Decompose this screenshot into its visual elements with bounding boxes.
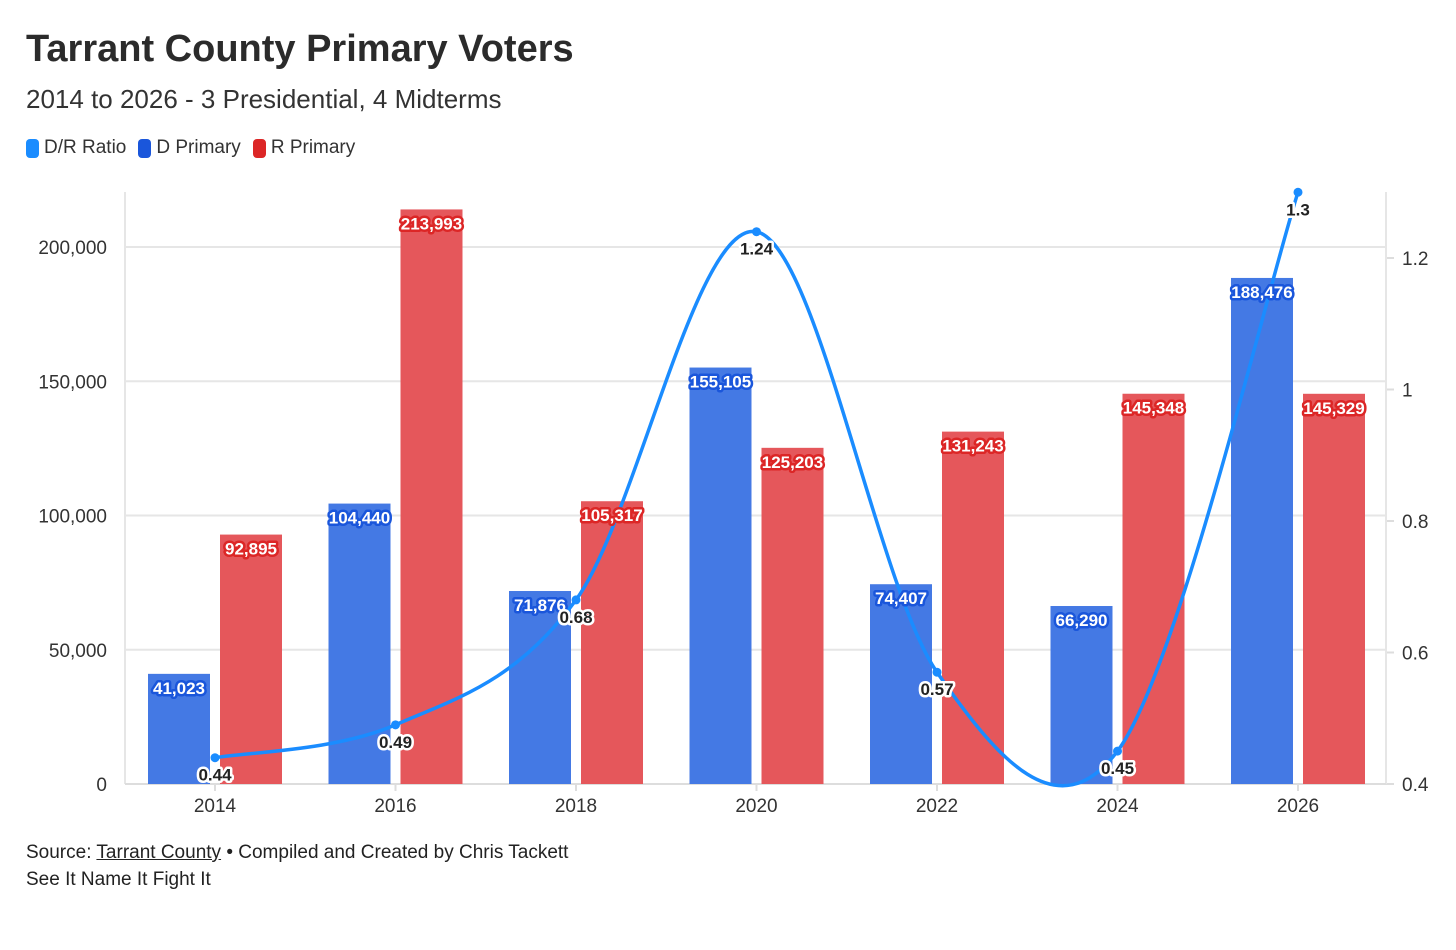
legend-label-d: D Primary <box>156 137 241 158</box>
x-tick-label: 2016 <box>374 796 416 817</box>
ratio-label: 0.57 <box>920 680 953 699</box>
legend-swatch-r <box>252 138 266 158</box>
ratio-point <box>210 753 220 763</box>
legend: D/R Ratio D Primary R Primary <box>26 137 355 159</box>
bar-label-r-primary: 145,348 <box>1123 399 1184 418</box>
legend-label-ratio: D/R Ratio <box>44 137 127 158</box>
legend-item-ratio[interactable]: D/R Ratio <box>26 137 126 159</box>
bar-r-primary <box>942 431 1004 784</box>
ratio-label: 1.3 <box>1286 200 1310 219</box>
x-tick-label: 2022 <box>916 796 958 817</box>
bar-label-d-primary: 71,876 <box>514 596 566 615</box>
bar-label-d-primary: 155,105 <box>690 373 751 392</box>
ratio-point <box>391 720 400 730</box>
legend-swatch-ratio <box>26 138 39 158</box>
bar-label-r-primary: 131,243 <box>942 437 1003 456</box>
bar-label-r-primary: 92,895 <box>225 540 277 559</box>
right-tick-label: 0.8 <box>1402 512 1428 533</box>
ratio-label: 0.45 <box>1101 759 1134 778</box>
left-tick-label: 50,000 <box>49 641 107 662</box>
bar-label-d-primary: 188,476 <box>1231 283 1292 302</box>
right-tick-label: 1 <box>1402 381 1413 402</box>
chart-title: Tarrant County Primary Voters <box>26 28 574 70</box>
bar-r-primary <box>220 534 282 784</box>
bar-label-d-primary: 104,440 <box>329 509 390 528</box>
legend-swatch-d <box>138 138 152 158</box>
chart-subtitle: 2014 to 2026 - 3 Presidential, 4 Midterm… <box>26 84 502 114</box>
source-suffix: • Compiled and Created by Chris Tackett <box>221 842 569 863</box>
bar-label-d-primary: 66,290 <box>1056 611 1108 630</box>
ratio-point <box>1293 187 1303 197</box>
bar-r-primary <box>400 209 463 784</box>
x-tick-label: 2020 <box>735 796 777 817</box>
ratio-point <box>1113 746 1122 756</box>
bar-r-primary <box>1122 393 1185 784</box>
left-tick-label: 0 <box>96 775 107 796</box>
bar-r-primary <box>1303 393 1365 784</box>
x-tick-label: 2014 <box>194 796 237 817</box>
ratio-label: 1.24 <box>740 240 774 259</box>
bar-d-primary <box>148 673 210 784</box>
bar-d-primary <box>509 591 571 784</box>
source-prefix: Source: <box>26 842 97 863</box>
bar-label-d-primary: 74,407 <box>875 589 927 608</box>
bar-d-primary <box>1050 606 1113 784</box>
ratio-point <box>752 227 761 237</box>
legend-label-r: R Primary <box>270 137 356 158</box>
bar-label-r-primary: 145,329 <box>1303 399 1364 418</box>
tagline: See It Name It Fight It <box>26 869 211 890</box>
ratio-point <box>932 667 942 677</box>
ratio-point <box>571 595 581 605</box>
ratio-label: 0.44 <box>198 766 232 785</box>
bar-label-r-primary: 213,993 <box>401 214 462 233</box>
legend-item-r-primary[interactable]: R Primary <box>252 137 356 159</box>
bar-d-primary <box>689 367 752 784</box>
bar-d-primary <box>870 584 932 784</box>
x-tick-label: 2024 <box>1096 796 1139 817</box>
x-tick-label: 2018 <box>555 796 597 817</box>
right-tick-label: 1.2 <box>1402 249 1428 270</box>
bar-label-d-primary: 41,023 <box>153 679 205 698</box>
source-line: Source: Tarrant County • Compiled and Cr… <box>26 842 568 864</box>
bar-d-primary <box>1231 277 1293 784</box>
bar-label-r-primary: 105,317 <box>581 506 642 525</box>
bar-label-r-primary: 125,203 <box>762 453 823 472</box>
legend-item-d-primary[interactable]: D Primary <box>138 137 241 159</box>
bar-r-primary <box>581 501 643 784</box>
ratio-label: 0.49 <box>379 733 412 752</box>
bar-r-primary <box>761 447 824 784</box>
left-tick-label: 150,000 <box>38 372 107 393</box>
ratio-line <box>214 191 1300 788</box>
source-link[interactable]: Tarrant County <box>96 842 222 863</box>
right-tick-label: 0.6 <box>1402 644 1428 665</box>
ratio-label: 0.68 <box>559 608 592 627</box>
right-tick-label: 0.4 <box>1402 775 1429 796</box>
left-tick-label: 100,000 <box>38 507 107 528</box>
x-tick-label: 2026 <box>1277 796 1319 817</box>
left-tick-label: 200,000 <box>38 238 107 259</box>
